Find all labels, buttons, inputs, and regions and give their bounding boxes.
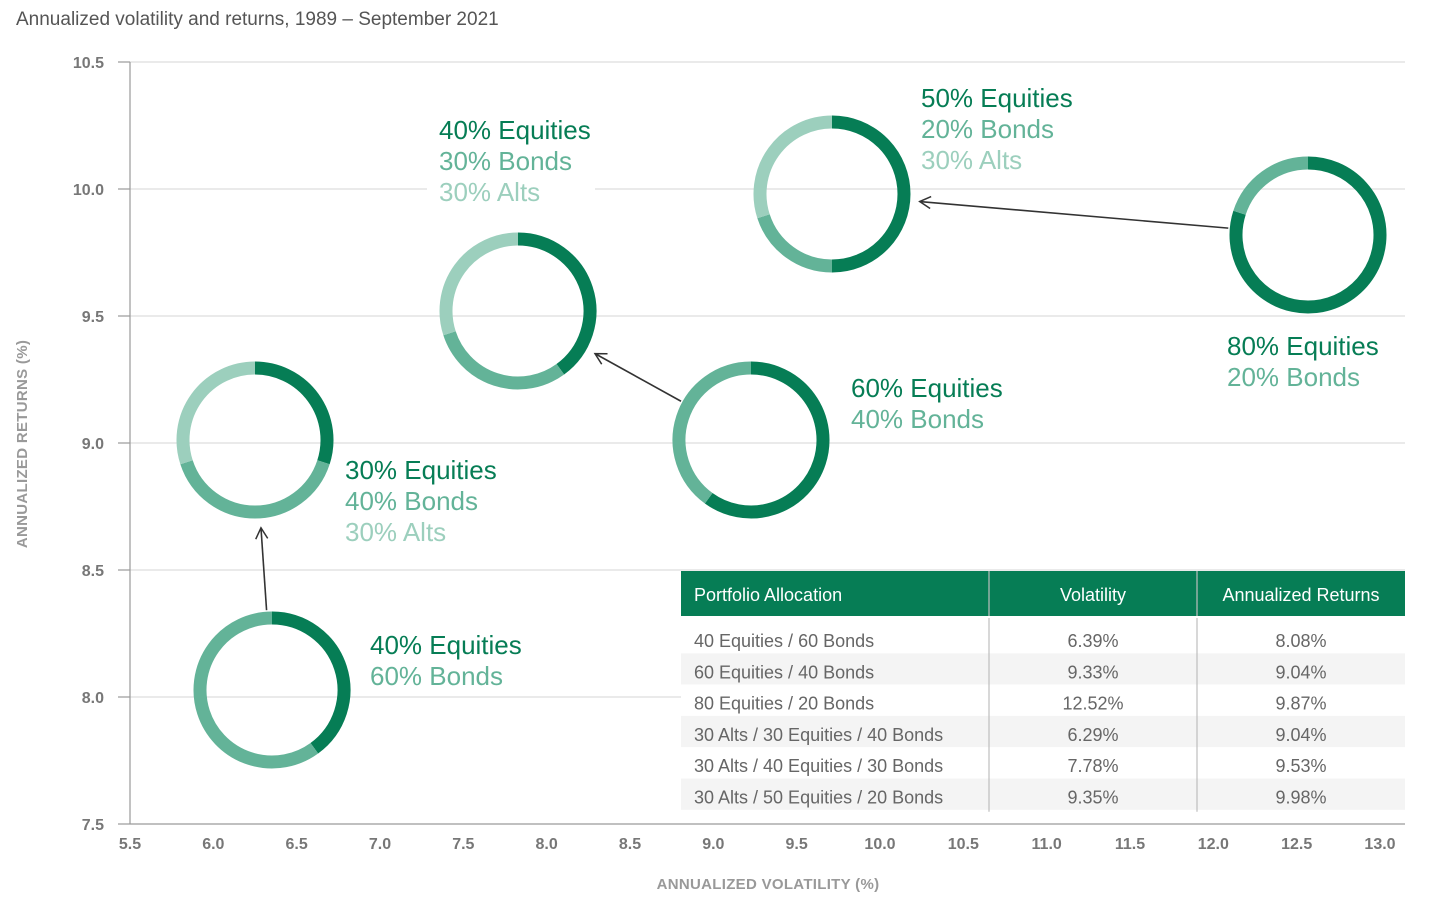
allocation-label-line: 30% Equities [345, 455, 497, 485]
arrows [255, 195, 1229, 611]
y-tick-label: 10.5 [73, 55, 104, 72]
allocation-label-line: 80% Equities [1227, 331, 1379, 361]
table-cell: 9.04% [1275, 725, 1326, 745]
table-cell: 30 Alts / 40 Equities / 30 Bonds [694, 756, 943, 776]
x-axis-title: ANNUALIZED VOLATILITY (%) [657, 876, 880, 893]
table-cell: 8.08% [1275, 631, 1326, 651]
x-tick-label: 8.5 [619, 836, 641, 853]
y-tick-label: 7.5 [82, 817, 104, 834]
table-cell: 12.52% [1062, 694, 1123, 714]
x-tick-label: 11.5 [1115, 836, 1145, 853]
arrow-p6040-to-p403030 [593, 352, 682, 402]
table-cell: 9.33% [1067, 662, 1118, 682]
donut-segment-equities [704, 361, 830, 519]
donut-segment-equities [1229, 156, 1387, 314]
x-tick-label: 9.5 [786, 836, 808, 853]
donut-segment-bonds [1233, 156, 1309, 215]
table-cell: 30 Alts / 30 Equities / 40 Bonds [694, 725, 943, 745]
table-row [681, 622, 1405, 654]
x-tick-label: 11.0 [1032, 836, 1062, 853]
table-row [681, 653, 1405, 685]
table-header-cell: Annualized Returns [1222, 585, 1379, 605]
x-tick-label: 5.5 [119, 836, 141, 853]
x-tick-label: 7.0 [369, 836, 391, 853]
x-tick-label: 7.5 [452, 836, 474, 853]
x-tick-label: 13.0 [1364, 836, 1395, 853]
donut-segment-bonds [193, 611, 319, 769]
allocation-label-line: 20% Bonds [921, 114, 1054, 144]
table-cell: 9.53% [1275, 756, 1326, 776]
table-row [681, 778, 1405, 810]
table-header-background [681, 571, 1405, 616]
table-header-cell: Portfolio Allocation [694, 585, 842, 605]
y-axis-title: ANNUALIZED RETURNS (%) [14, 340, 31, 548]
table-cell: 60 Equities / 40 Bonds [694, 662, 874, 682]
table-cell: 80 Equities / 20 Bonds [694, 694, 874, 714]
y-tick-label: 8.0 [82, 690, 104, 707]
table-cell: 40 Equities / 60 Bonds [694, 631, 874, 651]
donut-segment-bonds [180, 460, 330, 519]
x-tick-label: 12.5 [1281, 836, 1312, 853]
donut-segment-equities [517, 232, 597, 375]
allocation-label-line: 40% Equities [370, 630, 522, 660]
allocation-label-line: 40% Equities [439, 115, 591, 145]
table-cell: 9.35% [1067, 788, 1118, 808]
table-cell: 9.87% [1275, 694, 1326, 714]
allocation-label-line: 40% Bonds [345, 486, 478, 516]
x-tick-label: 10.5 [948, 836, 979, 853]
donut-segment-equities [271, 611, 351, 754]
allocation-label-line: 40% Bonds [851, 404, 984, 434]
allocation-label-line: 50% Equities [921, 83, 1073, 113]
x-tick-label: 9.0 [702, 836, 724, 853]
table-cell: 9.04% [1275, 662, 1326, 682]
y-tick-label: 9.0 [82, 436, 104, 453]
arrow-p4060-to-p304030 [255, 526, 269, 611]
table-cell: 9.98% [1275, 788, 1326, 808]
table-cell: 30 Alts / 50 Equities / 20 Bonds [694, 788, 943, 808]
table-cell: 6.29% [1067, 725, 1118, 745]
donut-segment-bonds [443, 331, 565, 390]
x-tick-label: 6.5 [286, 836, 308, 853]
arrow-p8020-to-p502030 [918, 195, 1229, 229]
table-cell: 6.39% [1067, 631, 1118, 651]
y-tick-label: 8.5 [82, 563, 104, 580]
donut-segment-bonds [757, 214, 833, 273]
allocation-label-line: 30% Alts [921, 145, 1022, 175]
table-header-cell: Volatility [1060, 585, 1126, 605]
label-background [427, 113, 595, 213]
table-row [681, 715, 1405, 748]
allocation-label-line: 60% Bonds [370, 661, 503, 691]
donut-segment-bonds [672, 361, 752, 504]
allocation-label-line: 60% Equities [851, 373, 1003, 403]
table-row [681, 747, 1405, 779]
x-tick-label: 12.0 [1198, 836, 1229, 853]
axes: 7.5 8.0 8.5 9.0 9.5 10.0 10.5 5.5 6.0 6.5 7.0 7.5 8.… [73, 55, 1405, 853]
table-row [681, 684, 1405, 716]
donut-segment-alts [753, 115, 833, 219]
donut-segment-equities [254, 361, 334, 465]
donut-segment-alts [176, 361, 256, 465]
allocation-label-line: 30% Alts [439, 177, 540, 207]
donut-segment-alts [439, 232, 519, 336]
x-tick-label: 6.0 [202, 836, 224, 853]
allocation-label-line: 30% Bonds [439, 146, 572, 176]
chart-title: Annualized volatility and returns, 1989 … [16, 9, 499, 30]
x-tick-label: 10.0 [864, 836, 895, 853]
table-cell: 7.78% [1067, 756, 1118, 776]
allocation-label-line: 30% Alts [345, 517, 446, 547]
allocation-label-line: 20% Bonds [1227, 362, 1360, 392]
y-tick-label: 9.5 [82, 309, 104, 326]
donut-segment-equities [831, 115, 911, 273]
allocation-table: Portfolio Allocation Volatility Annualized… [681, 571, 1405, 812]
y-tick-label: 10.0 [73, 182, 104, 199]
x-tick-label: 8.0 [536, 836, 558, 853]
